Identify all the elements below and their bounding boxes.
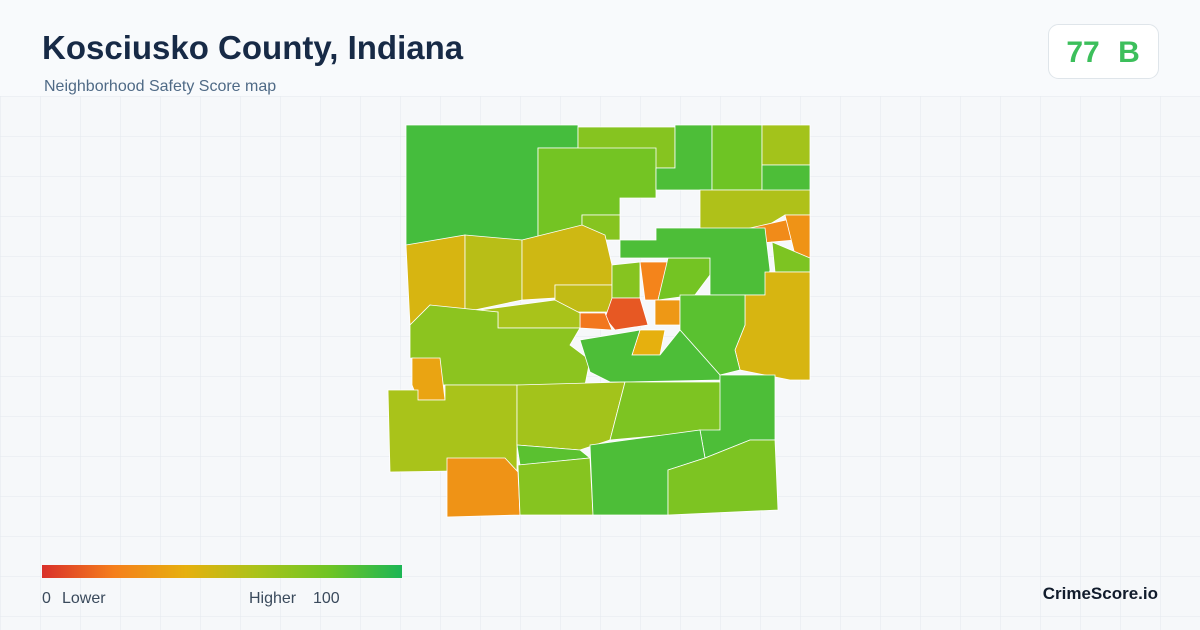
region	[446, 457, 521, 518]
score-box	[1048, 24, 1159, 79]
header-bar	[0, 0, 1200, 96]
title: Kosciusko County, Indiana	[42, 29, 464, 66]
brand: CrimeScore.io	[1043, 584, 1158, 603]
map	[387, 124, 811, 518]
region	[516, 381, 626, 451]
legend-max: 100	[313, 590, 340, 607]
legend-min: 0	[42, 590, 51, 607]
score-value: 77	[1066, 36, 1099, 69]
region	[387, 384, 518, 473]
legend-max-label: Higher	[249, 590, 297, 607]
region	[619, 227, 771, 296]
region	[604, 297, 649, 331]
region	[517, 457, 594, 516]
region	[611, 261, 641, 299]
region	[667, 439, 779, 516]
legend-min-label: Lower	[62, 590, 106, 607]
region	[464, 234, 523, 313]
subtitle: Neighborhood Safety Score map	[44, 78, 276, 95]
region	[761, 124, 811, 166]
region	[711, 124, 763, 191]
region	[654, 299, 681, 326]
legend-bar	[42, 565, 402, 578]
score-grade: B	[1118, 36, 1140, 69]
